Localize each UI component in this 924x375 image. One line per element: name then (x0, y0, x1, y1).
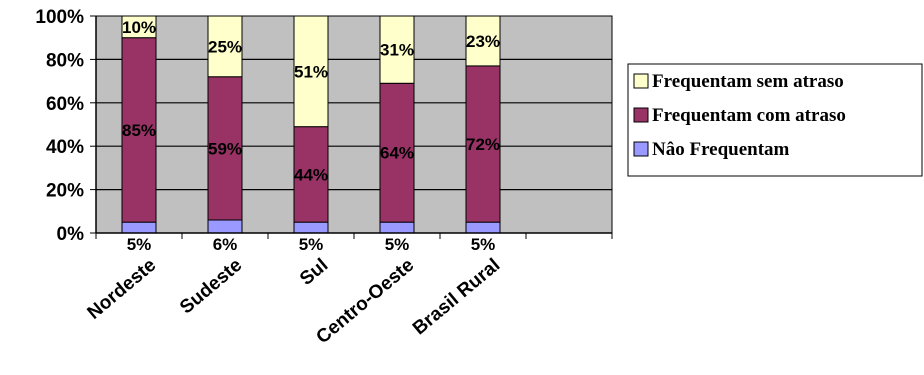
y-tick-label: 0% (57, 224, 85, 245)
data-label-1-2: 44% (294, 165, 328, 184)
bar-segment-2-0 (121, 15, 157, 39)
data-label-2-4: 23% (466, 32, 500, 51)
bar-segment-0-1 (207, 219, 243, 234)
legend: Frequentam sem atraso Frequentam com atra… (627, 63, 923, 177)
y-tick-label: 60% (46, 94, 84, 115)
data-label-2-1: 25% (208, 37, 242, 56)
bar-segment-1-0 (121, 37, 157, 223)
bar-segment-0-2 (293, 221, 329, 234)
data-label-0-4: 5% (471, 235, 496, 254)
data-label-0-3: 5% (385, 235, 410, 254)
legend-entry: Frequentam sem atraso (652, 71, 844, 92)
bar-segment-1-4 (465, 65, 501, 223)
x-category-label: Sudeste (176, 255, 246, 319)
data-label-0-2: 5% (299, 235, 324, 254)
x-category-label: Brasil Rural (409, 255, 504, 340)
x-category-label: Sul (296, 255, 332, 290)
data-label-1-1: 59% (208, 139, 242, 158)
y-tick-label: 100% (35, 7, 84, 28)
legend-entry: Frequentam com atraso (652, 105, 846, 126)
data-label-0-0: 5% (127, 235, 152, 254)
legend-swatch (633, 141, 649, 157)
bar-segment-2-1 (207, 15, 243, 78)
x-category-label: Nordeste (84, 255, 161, 324)
legend-swatch (633, 73, 649, 89)
data-label-2-2: 51% (294, 62, 328, 81)
data-label-2-0: 10% (122, 18, 156, 37)
bar-segment-2-2 (293, 15, 329, 128)
bar-segment-2-3 (379, 15, 415, 84)
bar-segment-0-4 (465, 221, 501, 234)
legend-entry: Nâo Frequentam (652, 139, 790, 160)
y-tick-label: 20% (46, 181, 84, 202)
y-tick-label: 40% (46, 137, 84, 158)
data-label-1-4: 72% (466, 135, 500, 154)
plot-background (95, 15, 613, 234)
data-label-2-3: 31% (380, 41, 414, 60)
bar-segment-1-1 (207, 76, 243, 221)
bar-segment-1-3 (379, 82, 415, 223)
plot-area: 0% 20% 40% 60% 80% 100% 5% 85% 10% Nordeste 6% 59% 2… (35, 7, 613, 348)
data-label-1-0: 85% (122, 121, 156, 140)
data-label-0-1: 6% (213, 235, 238, 254)
legend-swatch (633, 107, 649, 123)
data-label-1-3: 64% (380, 144, 414, 163)
bar-segment-0-0 (121, 221, 157, 234)
legend-box (627, 63, 923, 177)
y-tick-label: 80% (46, 50, 84, 71)
bar-segment-0-3 (379, 221, 415, 234)
bar-segment-2-4 (465, 15, 501, 67)
bar-segment-1-2 (293, 126, 329, 223)
